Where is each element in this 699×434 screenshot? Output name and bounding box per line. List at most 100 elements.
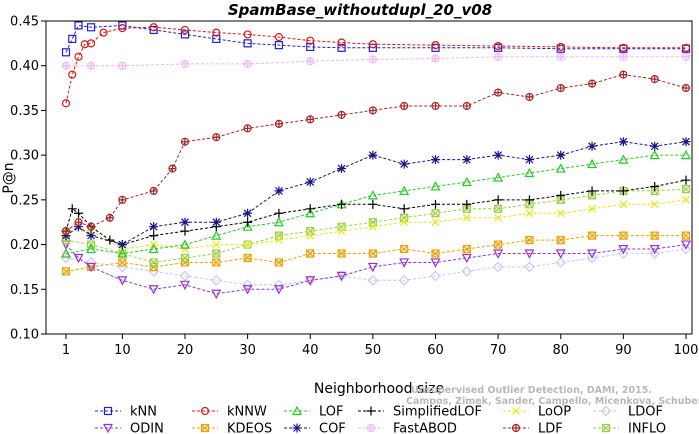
data-point-knn <box>61 48 71 57</box>
data-point-ldf <box>74 218 83 227</box>
data-point-ldf <box>86 222 96 231</box>
data-point-lof <box>681 149 691 160</box>
data-point-cof <box>243 208 253 218</box>
data-point-knn <box>149 25 158 35</box>
data-point-kdeos <box>462 244 471 254</box>
x-tick-label: 100 <box>674 343 699 358</box>
data-point-fastabod <box>619 52 628 61</box>
data-point-knn <box>180 30 190 39</box>
series-ldf <box>61 70 691 236</box>
data-point-lof <box>86 243 97 254</box>
data-point-odin <box>618 244 629 255</box>
data-point-kdeos <box>368 249 377 258</box>
chart-title: SpamBase_withoutdupl_20_v08 <box>228 1 492 19</box>
legend-item-odin: ODIN <box>95 422 164 434</box>
legend-marker-knn <box>103 406 113 416</box>
legend-label: ODIN <box>130 422 164 434</box>
data-point-odin <box>211 289 222 300</box>
data-point-kdeos <box>681 231 691 240</box>
data-point-cof <box>117 240 127 250</box>
data-point-simplifiedlof <box>399 204 409 214</box>
data-point-simplifiedlof <box>274 208 284 218</box>
y-axis-label: P@n <box>1 162 17 193</box>
data-point-odin <box>493 249 504 259</box>
y-tick-label: 0.40 <box>10 59 39 74</box>
data-point-simplifiedlof <box>305 204 315 214</box>
credit-line-2: Campos, Zimek, Sander, Campello, Micenko… <box>406 396 699 407</box>
data-point-knnw <box>212 28 221 37</box>
data-point-fastabod <box>180 59 190 69</box>
data-point-ldf <box>149 186 158 196</box>
data-point-kdeos <box>243 253 252 263</box>
series-knnw <box>61 23 691 108</box>
data-point-kdeos <box>619 231 628 240</box>
legend-label: FastABOD <box>393 422 457 434</box>
data-point-odin <box>555 249 566 259</box>
data-point-kdeos <box>494 240 503 249</box>
data-point-knnw <box>243 30 252 39</box>
legend: kNN kNNW LOF SimplifiedLOF LoOP LDOF ODIN KDEOS… <box>95 405 666 434</box>
data-point-ldf <box>525 92 534 102</box>
data-point-simplifiedlof <box>618 186 628 196</box>
data-point-cof <box>524 155 534 165</box>
data-point-odin <box>649 244 660 255</box>
series-knn <box>61 21 691 57</box>
data-point-cof <box>61 231 71 241</box>
series-fastabod <box>61 52 691 70</box>
legend-marker-inflo <box>601 423 611 433</box>
legend-item-kdeos: KDEOS <box>192 422 272 434</box>
data-point-ldof <box>492 261 504 273</box>
data-point-ldf <box>243 124 252 133</box>
data-point-cof <box>399 159 409 169</box>
legend-marker-cof <box>292 423 302 433</box>
series-line-cof <box>65 141 687 246</box>
data-point-fastabod <box>61 61 71 70</box>
data-point-loop <box>682 195 690 204</box>
data-point-loop <box>619 200 628 209</box>
data-point-loop <box>243 240 252 249</box>
data-point-loop <box>588 204 596 213</box>
data-point-loop <box>337 227 346 236</box>
series-cof <box>61 137 691 250</box>
data-point-odin <box>336 271 347 282</box>
data-point-lof <box>117 248 128 258</box>
legend-marker-ldf <box>511 423 521 433</box>
data-point-odin <box>179 280 190 291</box>
data-point-fastabod <box>494 52 503 61</box>
legend-item-fastabod: FastABOD <box>358 422 457 434</box>
data-point-knnw <box>681 43 691 52</box>
data-point-loop <box>368 222 377 231</box>
legend-label: COF <box>319 422 346 434</box>
data-point-inflo <box>149 258 158 267</box>
x-tick-label: 10 <box>114 343 131 358</box>
data-point-ldof <box>461 266 473 277</box>
legend-marker-kdeos <box>200 423 210 433</box>
data-point-cof <box>650 141 660 151</box>
data-point-ldf <box>368 106 377 115</box>
legend-marker-odin <box>103 423 113 434</box>
legend-label: SimplifiedLOF <box>393 405 482 420</box>
x-tick-label: 50 <box>365 343 382 358</box>
data-point-ldof <box>524 261 535 273</box>
series-line-lof <box>65 154 686 255</box>
data-point-loop <box>494 213 503 222</box>
x-tick-label: 70 <box>490 343 507 358</box>
data-point-odin <box>587 249 598 259</box>
data-point-fastabod <box>431 54 440 63</box>
legend-marker-fastabod <box>366 423 376 433</box>
data-point-lof <box>555 163 566 173</box>
data-point-cof <box>337 164 347 174</box>
data-point-simplifiedlof <box>587 186 597 196</box>
data-point-simplifiedlof <box>650 181 660 191</box>
data-point-odin <box>681 240 691 250</box>
data-point-odin <box>242 285 253 295</box>
data-point-odin <box>367 262 378 273</box>
data-point-cof <box>305 177 315 187</box>
data-point-kdeos <box>525 236 534 245</box>
data-point-simplifiedlof <box>524 195 534 205</box>
data-point-fastabod <box>681 52 691 61</box>
data-point-simplifiedlof <box>337 199 347 209</box>
data-point-knnw <box>74 52 83 61</box>
series-line-loop <box>66 199 687 250</box>
